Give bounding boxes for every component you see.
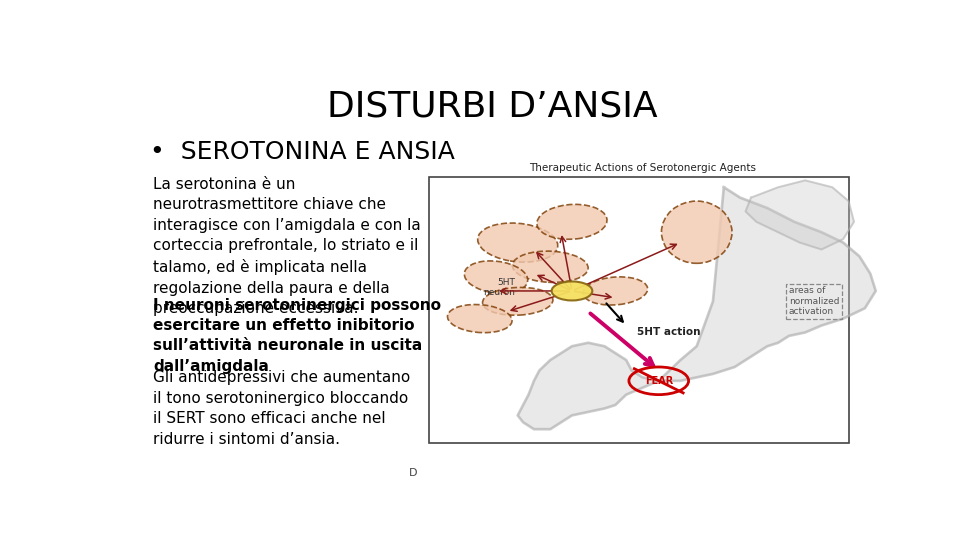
Polygon shape xyxy=(517,187,876,429)
Ellipse shape xyxy=(583,277,648,305)
Text: areas of
normalized
activation: areas of normalized activation xyxy=(789,286,839,316)
Text: La serotonina è un
neurotrasmettitore chiave che
interagisce con l’amigdala e co: La serotonina è un neurotrasmettitore ch… xyxy=(154,177,421,316)
Text: Gli antidepressivi che aumentano
il tono serotoninergico bloccando
il SERT sono : Gli antidepressivi che aumentano il tono… xyxy=(154,370,411,447)
Text: •  SEROTONINA E ANSIA: • SEROTONINA E ANSIA xyxy=(150,140,455,164)
Text: Therapeutic Actions of Serotonergic Agents: Therapeutic Actions of Serotonergic Agen… xyxy=(529,163,756,173)
FancyBboxPatch shape xyxy=(429,177,849,443)
Text: 5HT action: 5HT action xyxy=(637,327,701,338)
Polygon shape xyxy=(746,180,854,249)
Text: I neuroni serotoninergici possono
esercitare un effetto inibitorio
sull’attività: I neuroni serotoninergici possono eserci… xyxy=(154,298,442,374)
Ellipse shape xyxy=(552,281,592,300)
Ellipse shape xyxy=(513,251,588,282)
Ellipse shape xyxy=(465,261,528,293)
Text: 5HT
neuron: 5HT neuron xyxy=(483,278,515,297)
Ellipse shape xyxy=(661,201,732,264)
Ellipse shape xyxy=(478,223,558,262)
Text: D: D xyxy=(409,468,418,477)
Ellipse shape xyxy=(447,305,512,333)
Text: FEAR: FEAR xyxy=(644,376,673,386)
Ellipse shape xyxy=(483,287,553,315)
Ellipse shape xyxy=(537,204,607,239)
Text: DISTURBI D’ANSIA: DISTURBI D’ANSIA xyxy=(326,90,658,124)
